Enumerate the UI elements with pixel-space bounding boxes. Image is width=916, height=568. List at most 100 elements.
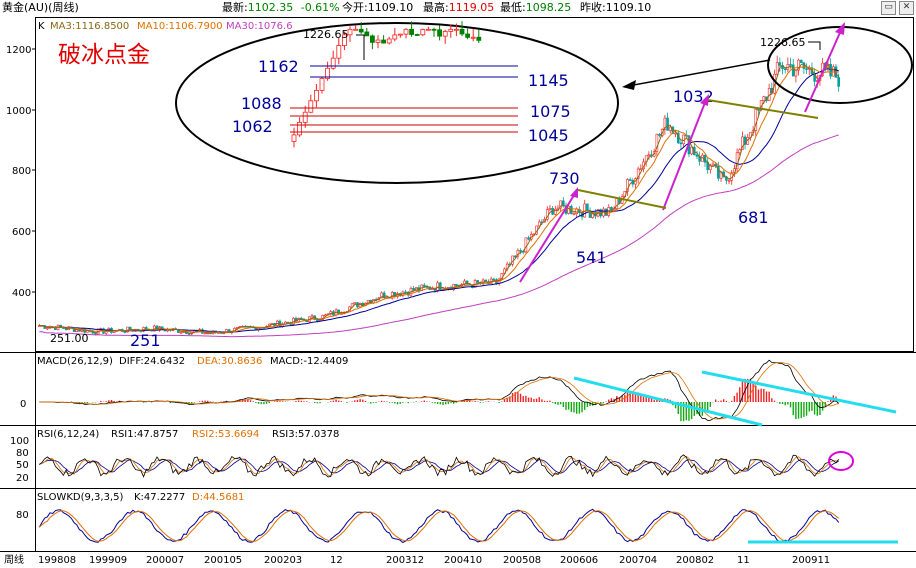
inset-candles <box>291 21 482 148</box>
candle-body <box>492 278 496 281</box>
rsi-ytick-50: 50 <box>16 460 29 471</box>
inset-candle-body <box>336 45 342 59</box>
rsi3-line <box>39 458 839 474</box>
latest-value: 1102.35 <box>247 1 294 14</box>
low-value: 1098.25 <box>525 1 572 14</box>
candle-body <box>316 319 319 322</box>
candle-body <box>519 250 522 252</box>
rsi-3: RSI3:57.0378 <box>272 429 339 440</box>
arrow-head-1226 <box>835 22 845 35</box>
inset-candle-body <box>476 36 482 41</box>
rsi-2: RSI2:53.6694 <box>192 429 259 440</box>
candle-body <box>727 179 731 182</box>
inset-label-1045: 1045 <box>528 126 569 145</box>
candle-body <box>187 333 191 335</box>
candle-body <box>527 237 530 240</box>
candle-body <box>537 221 541 227</box>
recent-high-label: 1226.65 <box>760 36 806 49</box>
inset-candle-body <box>369 35 375 43</box>
candle-body <box>679 142 683 145</box>
open-label: 今开: <box>342 1 368 14</box>
candle-body <box>310 315 314 318</box>
rsi1-line <box>39 454 840 478</box>
label-681: 681 <box>738 208 769 227</box>
candle-body <box>626 179 629 192</box>
low-label: 最低: <box>500 1 526 14</box>
latest-label: 最新: <box>222 1 248 14</box>
candle-body <box>524 237 528 253</box>
candle-body <box>690 146 693 155</box>
inset-candle-body <box>375 39 381 43</box>
xtick-0: 199808 <box>38 555 76 566</box>
kd-ytick-80: 80 <box>16 510 29 521</box>
open-group: 今开:1109.10 <box>342 0 413 16</box>
candle-body <box>829 63 832 77</box>
kd-legend: SLOWKD(9,3,3,5) <box>37 492 123 503</box>
candle-body <box>668 126 672 131</box>
inset-zoom: 1162 1088 1062 1145 1075 1045 1226.65 <box>175 21 619 184</box>
xtick-9: 200606 <box>560 555 598 566</box>
ytick-600: 600 <box>12 227 31 238</box>
ma-long-line <box>39 134 839 338</box>
inset-candle-body <box>381 39 387 44</box>
inset-candle-body <box>330 57 336 69</box>
prevclose-group: 昨收:1109.10 <box>580 0 651 16</box>
candle-body <box>465 280 469 285</box>
candle-body <box>455 284 458 286</box>
kd-d: D:44.5681 <box>192 492 244 503</box>
inset-label-1145: 1145 <box>528 71 569 90</box>
candle-body <box>337 309 341 314</box>
candle-body <box>666 117 669 131</box>
window-close-icon[interactable]: ✕ <box>899 1 914 15</box>
inset-candle-body <box>347 28 353 36</box>
rsi2-line <box>39 455 839 477</box>
macd-diff-line <box>39 359 840 421</box>
recent-high-pointer <box>808 41 821 50</box>
high-label: 最高: <box>423 1 449 14</box>
inset-candle-body <box>414 34 420 36</box>
title-annotation: 破冰点金 <box>58 42 150 68</box>
inset-candle-body <box>319 78 325 91</box>
xtick-1: 199909 <box>89 555 127 566</box>
price-layer <box>38 55 840 338</box>
candle-body <box>636 168 640 179</box>
window-restore-icon[interactable]: ▭ <box>881 1 896 15</box>
inset-candle-body <box>453 28 459 31</box>
inset-candle-body <box>403 28 409 35</box>
candle-body <box>775 62 779 75</box>
candle-body <box>390 292 394 299</box>
candle-body <box>436 282 439 291</box>
candle-body <box>353 302 357 305</box>
rsi-highlight-circle <box>828 451 854 471</box>
low-group: 最低:1098.25 <box>500 0 571 16</box>
arrow-to-730 <box>519 191 577 283</box>
candle-body <box>591 212 595 218</box>
candle-body <box>583 203 586 218</box>
label-541: 541 <box>576 248 607 267</box>
rsi-legend: RSI(6,12,24) <box>37 429 99 440</box>
inset-candle-body <box>364 31 370 37</box>
kd-layer <box>38 508 840 544</box>
inset-candle-body <box>437 29 443 37</box>
xtick-4: 200203 <box>264 555 302 566</box>
xtick-6: 200312 <box>386 555 424 566</box>
rsi-ytick-20: 20 <box>16 473 29 484</box>
candle-body <box>778 62 782 66</box>
candle-body <box>794 69 798 77</box>
inset-candle-body <box>341 34 347 46</box>
window-buttons: ▭ ✕ <box>881 1 914 15</box>
main-legend: K MA3:1116.8500 MA10:1106.7900 MA30:1076… <box>38 21 293 32</box>
candle-body <box>762 96 766 101</box>
ma3-line <box>39 63 840 334</box>
inset-candle-body <box>392 34 398 40</box>
label-730: 730 <box>549 169 580 188</box>
ytick-1000: 1000 <box>6 106 31 117</box>
high-value: 1119.05 <box>448 1 495 14</box>
candle-body <box>743 136 747 145</box>
inset-label-1162: 1162 <box>258 57 299 76</box>
macd-legend: MACD(26,12,9) <box>37 356 113 367</box>
candle-body <box>628 179 632 181</box>
rsi-ytick-80: 80 <box>16 448 29 459</box>
